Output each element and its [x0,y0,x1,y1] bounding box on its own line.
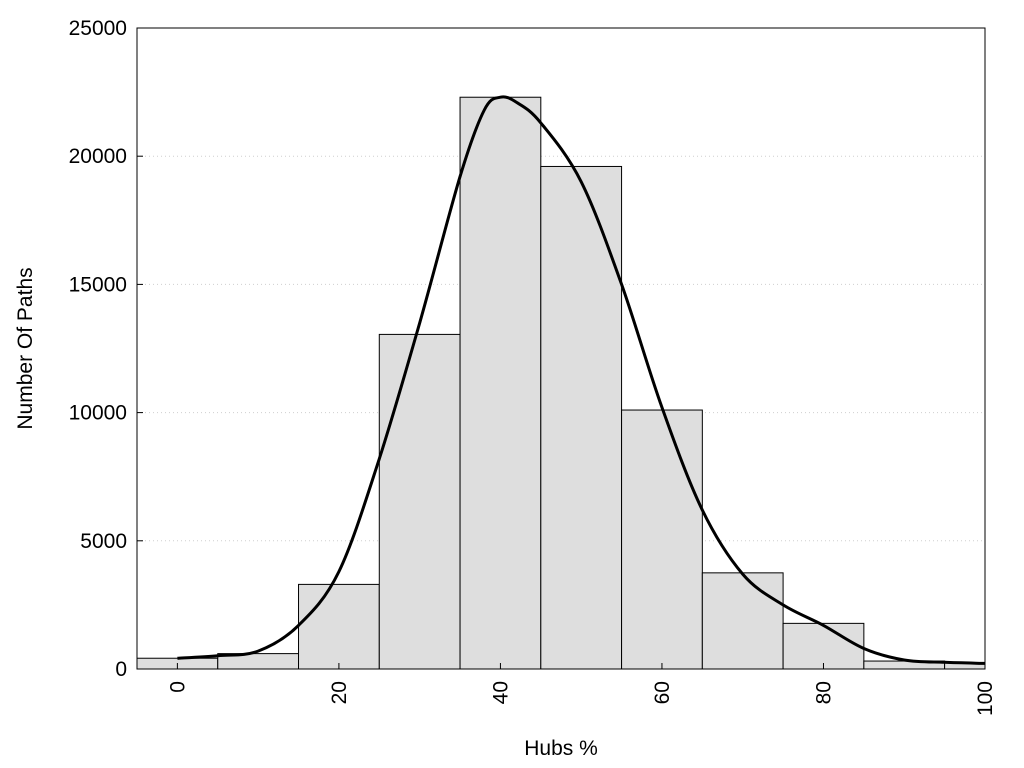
y-tick-label-0: 0 [115,658,127,681]
histogram-bar-4 [459,96,542,670]
x-tick-label-2: 40 [489,681,512,704]
y-axis-label: Number Of Paths [14,267,37,429]
x-tick-label-4: 80 [812,681,835,704]
x-tick-label-5: 100 [974,681,997,716]
histogram-bar-2 [298,583,380,670]
y-tick-label-1: 5000 [80,530,127,553]
histogram-bars [136,96,986,670]
x-tick-label-3: 60 [651,681,674,704]
y-tick-label-3: 15000 [69,273,127,296]
x-axis-label: Hubs % [524,737,598,760]
histogram-bar-8 [782,622,865,670]
histogram-bar-6 [621,409,703,670]
histogram-bar-7 [701,572,784,670]
y-axis-ticks: 0 5000 10000 15000 20000 25000 [69,17,143,681]
plot-frame [136,27,986,670]
density-curve [177,95,986,665]
y-tick-label-2: 10000 [69,402,127,425]
x-tick-label-0: 0 [166,681,189,693]
x-tick-label-1: 20 [328,681,351,704]
y-tick-label-5: 25000 [69,17,127,40]
histogram-bar-3 [378,333,461,670]
y-tick-label-4: 20000 [69,145,127,168]
x-axis-ticks: 0 20 40 60 80 100 [166,663,997,716]
histogram-bar-5 [540,165,623,670]
